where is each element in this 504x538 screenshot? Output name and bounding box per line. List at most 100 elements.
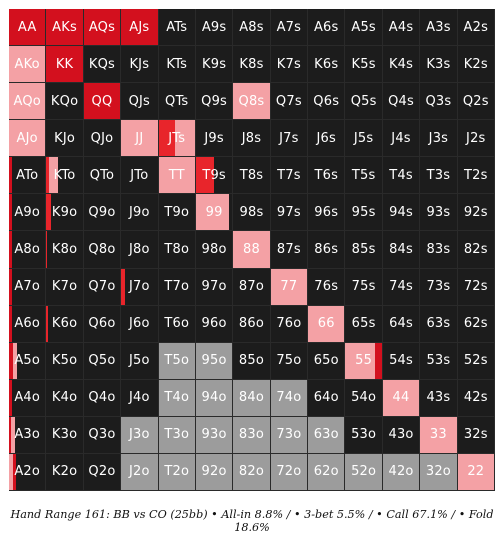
hand-cell-q9s[interactable]: Q9s [195, 83, 234, 121]
hand-cell-q3o[interactable]: Q3o [83, 416, 122, 454]
hand-cell-a4s[interactable]: A4s [382, 9, 421, 47]
hand-cell-a9o[interactable]: A9o [9, 194, 47, 232]
hand-cell-66[interactable]: 66 [308, 305, 346, 343]
hand-cell-85s[interactable]: 85s [345, 231, 383, 269]
hand-cell-q8o[interactable]: Q8o [83, 231, 122, 269]
hand-cell-aks[interactable]: AKs [46, 9, 84, 47]
hand-cell-t6s[interactable]: T6s [308, 157, 346, 195]
hand-cell-k4o[interactable]: K4o [46, 379, 84, 417]
hand-cell-j5o[interactable]: J5o [121, 342, 159, 380]
hand-cell-94o[interactable]: 94o [195, 379, 234, 417]
hand-cell-a9s[interactable]: A9s [195, 9, 234, 47]
hand-cell-t9s[interactable]: T9s [195, 157, 234, 195]
hand-cell-jto[interactable]: JTo [121, 157, 159, 195]
hand-cell-a6o[interactable]: A6o [9, 305, 47, 343]
hand-cell-j9o[interactable]: J9o [121, 194, 159, 232]
hand-cell-84o[interactable]: 84o [233, 379, 271, 417]
hand-cell-65s[interactable]: 65s [345, 305, 383, 343]
hand-cell-t5o[interactable]: T5o [158, 342, 196, 380]
hand-cell-82s[interactable]: 82s [457, 231, 495, 269]
hand-cell-98s[interactable]: 98s [233, 194, 271, 232]
hand-cell-55[interactable]: 55 [345, 342, 383, 380]
hand-cell-63s[interactable]: 63s [420, 305, 458, 343]
hand-cell-k5o[interactable]: K5o [46, 342, 84, 380]
hand-cell-92s[interactable]: 92s [457, 194, 495, 232]
hand-cell-77[interactable]: 77 [270, 268, 309, 306]
hand-cell-j4o[interactable]: J4o [121, 379, 159, 417]
hand-cell-65o[interactable]: 65o [308, 342, 346, 380]
hand-cell-44[interactable]: 44 [382, 379, 421, 417]
hand-cell-j2s[interactable]: J2s [457, 120, 495, 158]
hand-cell-87o[interactable]: 87o [233, 268, 271, 306]
hand-cell-74o[interactable]: 74o [270, 379, 309, 417]
hand-cell-33[interactable]: 33 [420, 416, 458, 454]
hand-cell-t4s[interactable]: T4s [382, 157, 421, 195]
hand-cell-t3s[interactable]: T3s [420, 157, 458, 195]
hand-cell-k8s[interactable]: K8s [233, 46, 271, 84]
hand-cell-86o[interactable]: 86o [233, 305, 271, 343]
hand-cell-k7s[interactable]: K7s [270, 46, 309, 84]
hand-cell-j7o[interactable]: J7o [121, 268, 159, 306]
hand-cell-a2o[interactable]: A2o [9, 453, 47, 491]
hand-cell-q4o[interactable]: Q4o [83, 379, 122, 417]
hand-cell-k7o[interactable]: K7o [46, 268, 84, 306]
hand-cell-jts[interactable]: JTs [158, 120, 196, 158]
hand-cell-q2o[interactable]: Q2o [83, 453, 122, 491]
hand-cell-t3o[interactable]: T3o [158, 416, 196, 454]
hand-cell-t5s[interactable]: T5s [345, 157, 383, 195]
hand-cell-t4o[interactable]: T4o [158, 379, 196, 417]
hand-cell-j5s[interactable]: J5s [345, 120, 383, 158]
hand-cell-62o[interactable]: 62o [308, 453, 346, 491]
hand-cell-k9o[interactable]: K9o [46, 194, 84, 232]
hand-cell-43o[interactable]: 43o [382, 416, 421, 454]
hand-cell-22[interactable]: 22 [457, 453, 495, 491]
hand-cell-a7s[interactable]: A7s [270, 9, 309, 47]
hand-cell-52o[interactable]: 52o [345, 453, 383, 491]
hand-cell-k9s[interactable]: K9s [195, 46, 234, 84]
hand-cell-t2s[interactable]: T2s [457, 157, 495, 195]
hand-cell-32s[interactable]: 32s [457, 416, 495, 454]
hand-cell-a3o[interactable]: A3o [9, 416, 47, 454]
hand-cell-52s[interactable]: 52s [457, 342, 495, 380]
hand-cell-96o[interactable]: 96o [195, 305, 234, 343]
hand-cell-75o[interactable]: 75o [270, 342, 309, 380]
hand-cell-j7s[interactable]: J7s [270, 120, 309, 158]
hand-cell-q3s[interactable]: Q3s [420, 83, 458, 121]
hand-cell-kqo[interactable]: KQo [46, 83, 84, 121]
hand-cell-q6o[interactable]: Q6o [83, 305, 122, 343]
hand-cell-a6s[interactable]: A6s [308, 9, 346, 47]
hand-cell-t8o[interactable]: T8o [158, 231, 196, 269]
hand-cell-43s[interactable]: 43s [420, 379, 458, 417]
hand-cell-83s[interactable]: 83s [420, 231, 458, 269]
hand-cell-72o[interactable]: 72o [270, 453, 309, 491]
hand-cell-t9o[interactable]: T9o [158, 194, 196, 232]
hand-cell-t7o[interactable]: T7o [158, 268, 196, 306]
hand-cell-qjs[interactable]: QJs [121, 83, 159, 121]
hand-cell-a5o[interactable]: A5o [9, 342, 47, 380]
hand-cell-t6o[interactable]: T6o [158, 305, 196, 343]
hand-cell-ajs[interactable]: AJs [121, 9, 159, 47]
hand-cell-kto[interactable]: KTo [46, 157, 84, 195]
hand-cell-92o[interactable]: 92o [195, 453, 234, 491]
hand-cell-97o[interactable]: 97o [195, 268, 234, 306]
hand-cell-64s[interactable]: 64s [382, 305, 421, 343]
hand-cell-t8s[interactable]: T8s [233, 157, 271, 195]
hand-cell-88[interactable]: 88 [233, 231, 271, 269]
hand-cell-73s[interactable]: 73s [420, 268, 458, 306]
hand-cell-83o[interactable]: 83o [233, 416, 271, 454]
hand-cell-a3s[interactable]: A3s [420, 9, 458, 47]
hand-cell-85o[interactable]: 85o [233, 342, 271, 380]
hand-cell-76o[interactable]: 76o [270, 305, 309, 343]
hand-cell-ajo[interactable]: AJo [9, 120, 47, 158]
hand-cell-42o[interactable]: 42o [382, 453, 421, 491]
hand-cell-j9s[interactable]: J9s [195, 120, 234, 158]
hand-cell-94s[interactable]: 94s [382, 194, 421, 232]
hand-cell-t7s[interactable]: T7s [270, 157, 309, 195]
hand-cell-72s[interactable]: 72s [457, 268, 495, 306]
hand-cell-ats[interactable]: ATs [158, 9, 196, 47]
hand-cell-ako[interactable]: AKo [9, 46, 47, 84]
hand-cell-q7o[interactable]: Q7o [83, 268, 122, 306]
hand-cell-a5s[interactable]: A5s [345, 9, 383, 47]
hand-cell-qjo[interactable]: QJo [83, 120, 122, 158]
hand-cell-93s[interactable]: 93s [420, 194, 458, 232]
